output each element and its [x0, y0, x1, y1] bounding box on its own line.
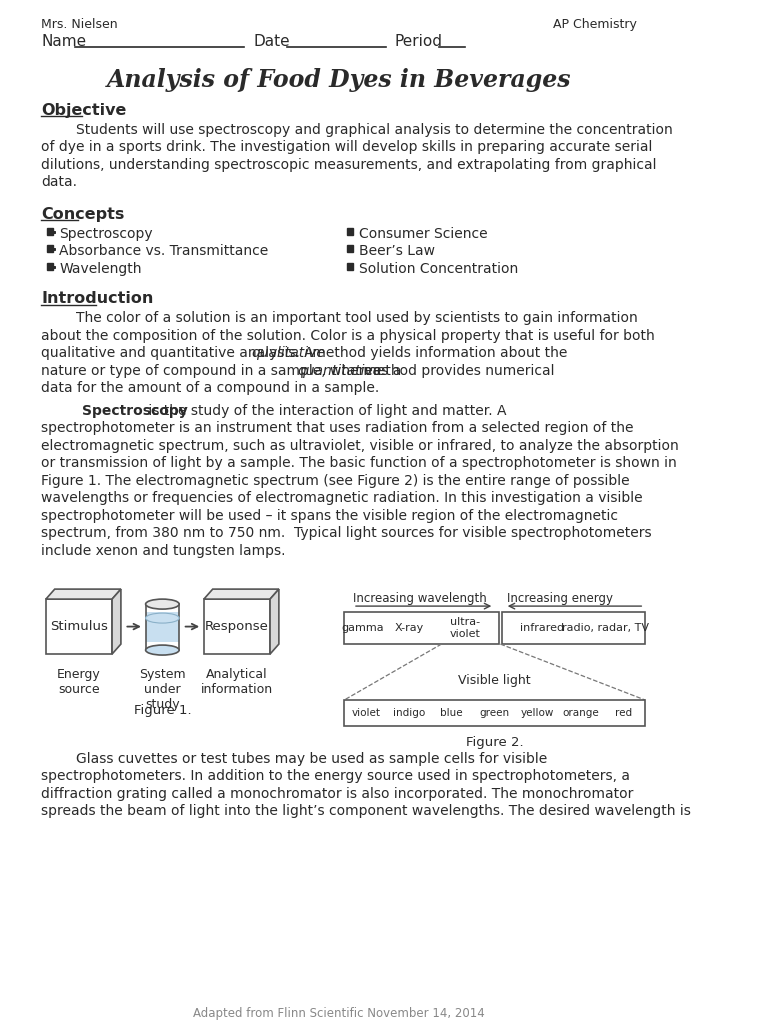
Text: Analysis of Food Dyes in Beverages: Analysis of Food Dyes in Beverages — [107, 68, 571, 92]
Polygon shape — [270, 589, 279, 654]
Text: orange: orange — [562, 708, 599, 718]
Text: Name: Name — [42, 34, 87, 49]
Text: qualitative: qualitative — [251, 346, 325, 360]
Text: Spectroscopy: Spectroscopy — [82, 403, 188, 418]
Text: data.: data. — [42, 175, 78, 189]
Text: data for the amount of a compound in a sample.: data for the amount of a compound in a s… — [42, 381, 380, 395]
Bar — [347, 263, 353, 269]
Text: AP Chemistry: AP Chemistry — [554, 18, 638, 31]
Text: electromagnetic spectrum, such as ultraviolet, visible or infrared, to analyze t: electromagnetic spectrum, such as ultrav… — [42, 438, 679, 453]
Text: Date: Date — [253, 34, 290, 49]
Text: Glass cuvettes or test tubes may be used as sample cells for visible: Glass cuvettes or test tubes may be used… — [42, 752, 548, 766]
Text: method yields information about the: method yields information about the — [308, 346, 567, 360]
Text: infrared: infrared — [520, 623, 564, 633]
Text: gamma: gamma — [341, 623, 384, 633]
Text: Analytical
information: Analytical information — [201, 668, 273, 696]
Text: nature or type of compound in a sample, whereas a: nature or type of compound in a sample, … — [42, 364, 406, 378]
Text: red: red — [615, 708, 632, 718]
Text: qualitative and quantitative analysis. A: qualitative and quantitative analysis. A — [42, 346, 318, 360]
Text: Objective: Objective — [42, 103, 127, 118]
Text: Figure 1.: Figure 1. — [134, 705, 191, 717]
Text: Beer’s Law: Beer’s Law — [359, 245, 435, 258]
Text: spreads the beam of light into the light’s component wavelengths. The desired wa: spreads the beam of light into the light… — [42, 805, 691, 818]
Ellipse shape — [145, 599, 179, 609]
Text: Consumer Science: Consumer Science — [359, 227, 488, 241]
Text: green: green — [480, 708, 510, 718]
Text: Visible light: Visible light — [458, 674, 531, 687]
Text: System
under
study: System under study — [139, 668, 185, 711]
Text: Students will use spectroscopy and graphical analysis to determine the concentra: Students will use spectroscopy and graph… — [42, 123, 673, 137]
Text: spectrophotometers. In addition to the energy source used in spectrophotometers,: spectrophotometers. In addition to the e… — [42, 769, 631, 783]
Text: Wavelength: Wavelength — [59, 262, 141, 275]
Polygon shape — [112, 589, 121, 654]
Text: of dye in a sports drink. The investigation will develop skills in preparing acc: of dye in a sports drink. The investigat… — [42, 140, 653, 155]
Bar — [47, 228, 53, 234]
Polygon shape — [204, 589, 279, 599]
Bar — [347, 246, 353, 252]
Ellipse shape — [145, 645, 179, 655]
Text: about the composition of the solution. Color is a physical property that is usef: about the composition of the solution. C… — [42, 329, 655, 343]
Polygon shape — [46, 589, 121, 599]
Text: or transmission of light by a sample. The basic function of a spectrophotometer : or transmission of light by a sample. Th… — [42, 457, 677, 470]
Text: include xenon and tungsten lamps.: include xenon and tungsten lamps. — [42, 544, 286, 558]
Bar — [204, 599, 270, 654]
Text: Period: Period — [394, 34, 442, 49]
Text: yellow: yellow — [521, 708, 554, 718]
Text: Spectroscopy: Spectroscopy — [59, 227, 153, 241]
Bar — [145, 612, 179, 642]
Text: ultra-
violet: ultra- violet — [449, 617, 480, 639]
Text: quantitative: quantitative — [298, 364, 381, 378]
Text: spectrophotometer will be used – it spans the visible region of the electromagne: spectrophotometer will be used – it span… — [42, 509, 618, 522]
Text: Concepts: Concepts — [42, 207, 125, 222]
Text: Solution Concentration: Solution Concentration — [359, 262, 518, 275]
Text: The color of a solution is an important tool used by scientists to gain informat: The color of a solution is an important … — [42, 311, 638, 326]
Text: spectrum, from 380 nm to 750 nm.  Typical light sources for visible spectrophoto: spectrum, from 380 nm to 750 nm. Typical… — [42, 526, 652, 540]
Bar — [345, 700, 645, 726]
Text: spectrophotometer is an instrument that uses radiation from a selected region of: spectrophotometer is an instrument that … — [42, 421, 634, 435]
Text: Mrs. Nielsen: Mrs. Nielsen — [42, 18, 118, 31]
Text: Increasing energy: Increasing energy — [508, 592, 614, 605]
Text: diffraction grating called a monochromator is also incorporated. The monochromat: diffraction grating called a monochromat… — [42, 787, 634, 801]
Text: Response: Response — [205, 621, 269, 633]
Bar — [47, 246, 53, 252]
Bar — [347, 228, 353, 234]
Text: Absorbance vs. Transmittance: Absorbance vs. Transmittance — [59, 245, 268, 258]
Text: Adapted from Flinn Scientific November 14, 2014: Adapted from Flinn Scientific November 1… — [194, 1008, 485, 1020]
Bar — [47, 263, 53, 269]
Text: Figure 1. The electromagnetic spectrum (see Figure 2) is the entire range of pos: Figure 1. The electromagnetic spectrum (… — [42, 474, 630, 487]
Bar — [345, 612, 498, 644]
Text: radio, radar, TV: radio, radar, TV — [561, 623, 648, 633]
Text: X-ray: X-ray — [394, 623, 424, 633]
Text: wavelengths or frequencies of electromagnetic radiation. In this investigation a: wavelengths or frequencies of electromag… — [42, 492, 643, 505]
Text: Stimulus: Stimulus — [50, 621, 108, 633]
Text: Introduction: Introduction — [42, 291, 154, 306]
Text: violet: violet — [351, 708, 380, 718]
Ellipse shape — [145, 613, 179, 623]
Text: is the study of the interaction of light and matter. A: is the study of the interaction of light… — [144, 403, 506, 418]
Bar — [145, 604, 179, 650]
Bar — [502, 612, 645, 644]
Text: indigo: indigo — [392, 708, 424, 718]
Text: Figure 2.: Figure 2. — [466, 736, 524, 749]
Text: Increasing wavelength: Increasing wavelength — [353, 592, 487, 605]
Text: blue: blue — [441, 708, 463, 718]
Text: Energy
source: Energy source — [57, 668, 101, 696]
Text: dilutions, understanding spectroscopic measurements, and extrapolating from grap: dilutions, understanding spectroscopic m… — [42, 158, 657, 172]
Text: method provides numerical: method provides numerical — [359, 364, 554, 378]
Bar — [46, 599, 112, 654]
